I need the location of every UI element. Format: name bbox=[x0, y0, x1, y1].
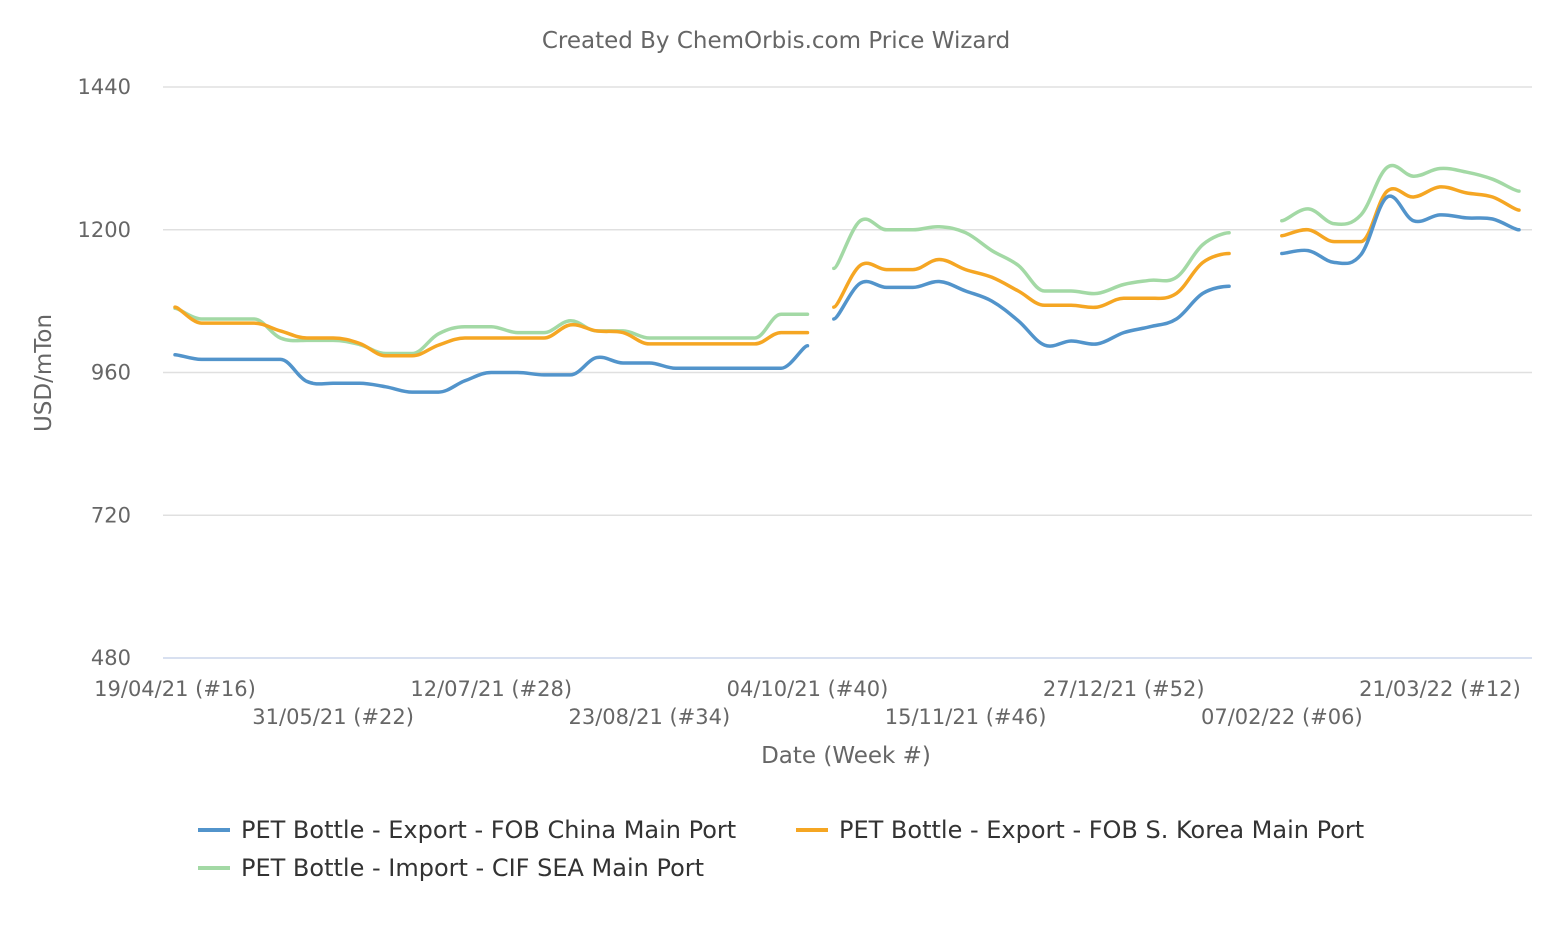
x-tick-label: 27/12/21 (#52) bbox=[1043, 677, 1205, 701]
legend-item[interactable]: PET Bottle - Export - FOB S. Korea Main … bbox=[796, 816, 1364, 844]
x-tick-label: 15/11/21 (#46) bbox=[885, 705, 1047, 729]
legend-item[interactable]: PET Bottle - Import - CIF SEA Main Port bbox=[198, 854, 704, 882]
chart-title: Created By ChemOrbis.com Price Wizard bbox=[542, 28, 1010, 54]
grid-layer bbox=[163, 86, 1532, 659]
series-line-segment bbox=[1280, 185, 1521, 244]
series-line-segment bbox=[1280, 163, 1521, 227]
y-tick-label: 960 bbox=[91, 361, 131, 385]
y-tick-label: 1440 bbox=[78, 75, 131, 99]
series-line-segment bbox=[173, 306, 810, 356]
series-line-segment bbox=[832, 251, 1231, 310]
y-axis-ticks: 480 720 960 1200 1440 bbox=[78, 75, 131, 670]
x-tick-label: 12/07/21 (#28) bbox=[410, 677, 572, 701]
series-line-segment bbox=[1280, 194, 1521, 266]
series-line-segment bbox=[832, 279, 1231, 348]
series-line-segment bbox=[173, 343, 810, 394]
x-tick-label: 21/03/22 (#12) bbox=[1359, 677, 1521, 701]
x-tick-label: 07/02/22 (#06) bbox=[1201, 705, 1363, 729]
x-tick-label: 23/08/21 (#34) bbox=[569, 705, 731, 729]
x-axis-title: Date (Week #) bbox=[761, 743, 931, 769]
y-tick-label: 720 bbox=[91, 503, 131, 527]
legend: PET Bottle - Export - FOB China Main Por… bbox=[198, 816, 1364, 882]
legend-label: PET Bottle - Export - FOB China Main Por… bbox=[241, 816, 736, 844]
x-tick-label: 19/04/21 (#16) bbox=[94, 677, 256, 701]
series-line-segment bbox=[832, 217, 1231, 296]
series-3 bbox=[173, 163, 1521, 356]
series-layer bbox=[173, 163, 1521, 394]
y-tick-label: 480 bbox=[91, 646, 131, 670]
legend-item[interactable]: PET Bottle - Export - FOB China Main Por… bbox=[198, 816, 736, 844]
series-line-segment bbox=[173, 305, 810, 358]
y-tick-label: 1200 bbox=[78, 218, 131, 242]
y-axis-title: USD/mTon bbox=[31, 314, 57, 432]
series-2 bbox=[173, 185, 1521, 358]
series-1 bbox=[173, 194, 1521, 394]
x-tick-label: 04/10/21 (#40) bbox=[727, 677, 889, 701]
x-tick-label: 31/05/21 (#22) bbox=[252, 705, 414, 729]
legend-label: PET Bottle - Import - CIF SEA Main Port bbox=[241, 854, 704, 882]
x-axis-ticks: 19/04/21 (#16) 31/05/21 (#22) 12/07/21 (#2… bbox=[94, 677, 1521, 729]
legend-label: PET Bottle - Export - FOB S. Korea Main … bbox=[839, 816, 1364, 844]
